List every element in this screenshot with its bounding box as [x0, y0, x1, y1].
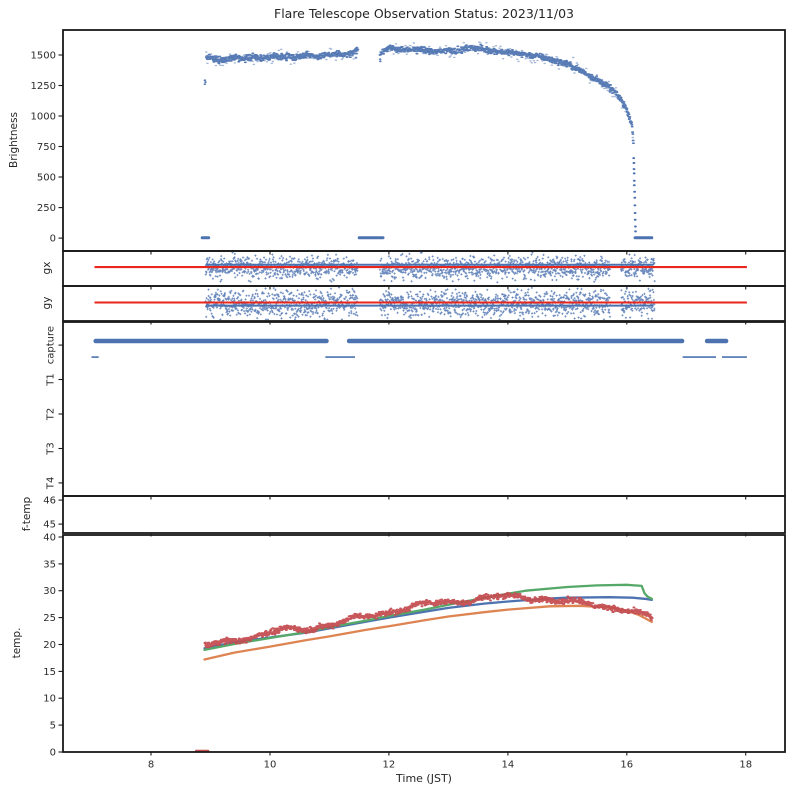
panel-ftemp: 46 45	[43, 495, 786, 537]
x-tick-label: 10	[264, 760, 277, 771]
y-tick-label: 35	[43, 559, 56, 570]
y-tick-label: 750	[37, 142, 56, 153]
gy-plot	[62, 285, 786, 325]
temp-series-green	[203, 583, 653, 652]
gx-data-layer	[94, 251, 747, 284]
y-tick-label: 500	[37, 173, 56, 184]
capture-data-layer	[91, 338, 747, 358]
x-tick-label: 8	[148, 760, 154, 771]
panel-gx	[62, 250, 786, 290]
brightness-plot: 0 250 500 750 1000 1250 1500	[31, 29, 786, 255]
y-tick-label: T3	[46, 442, 57, 455]
y-tick-label: 5	[50, 721, 56, 732]
temp-data-layer	[194, 583, 654, 752]
ftemp-spine	[62, 495, 786, 534]
y-tick-label: T1	[46, 373, 57, 386]
y-axis-label-ftemp: f-temp	[21, 496, 33, 532]
y-axis-label-brightness: Brightness	[8, 112, 20, 168]
y-axis-label-gy: gy	[41, 296, 53, 310]
y-tick-label: 0	[50, 234, 56, 245]
y-tick-label: T4	[46, 477, 57, 490]
y-axis-label-temp: temp.	[11, 627, 23, 659]
temp-spine	[62, 534, 786, 753]
y-tick-label: 45	[43, 520, 56, 531]
chart-title: Flare Telescope Observation Status: 2023…	[274, 6, 574, 21]
panel-temp: 8 10 12 14 16 18 0 5 10 15 20 25 30 35 40	[43, 533, 786, 771]
y-tick-label: 1250	[31, 81, 56, 92]
y-axis-label-gx: gx	[41, 261, 53, 275]
y-tick-label: 30	[43, 586, 56, 597]
y-tick-label: 250	[37, 203, 56, 214]
temp-plot: 8 10 12 14 16 18 0 5 10 15 20 25 30 35 40	[43, 533, 786, 771]
panel-gy	[62, 285, 786, 325]
y-tick-label: 15	[43, 667, 56, 678]
x-tick-label: 14	[502, 760, 515, 771]
panel-brightness: 0 250 500 750 1000 1250 1500	[31, 29, 786, 255]
y-tick-label: 20	[43, 640, 56, 651]
y-tick-label: capture	[46, 326, 57, 364]
y-tick-label: T2	[46, 408, 57, 421]
y-tick-label: 0	[50, 748, 56, 759]
brightness-drop-points	[632, 157, 637, 233]
x-axis-label: Time (JST)	[396, 772, 452, 785]
temp-series-red	[203, 591, 654, 649]
y-tick-label: 10	[43, 694, 56, 705]
gx-plot	[62, 250, 786, 290]
x-tick-label: 16	[620, 760, 633, 771]
brightness-band	[204, 43, 635, 145]
brightness-data-layer	[200, 41, 654, 240]
y-tick-label: 25	[43, 613, 56, 624]
y-tick-label: 1000	[31, 112, 56, 123]
capture-plot: capture T1 T2 T3 T4	[46, 321, 786, 500]
y-tick-label: 46	[43, 496, 56, 507]
capture-spine	[62, 321, 786, 497]
brightness-outliers	[203, 46, 382, 85]
ftemp-plot: 46 45	[43, 495, 786, 537]
panel-capture: capture T1 T2 T3 T4	[46, 321, 786, 500]
y-tick-label: 1500	[31, 51, 56, 62]
gy-data-layer	[94, 286, 747, 321]
x-tick-label: 18	[739, 760, 752, 771]
brightness-spine	[62, 29, 786, 252]
y-tick-label: 40	[43, 533, 56, 544]
gy-spine	[62, 285, 786, 322]
x-tick-label: 12	[383, 760, 396, 771]
